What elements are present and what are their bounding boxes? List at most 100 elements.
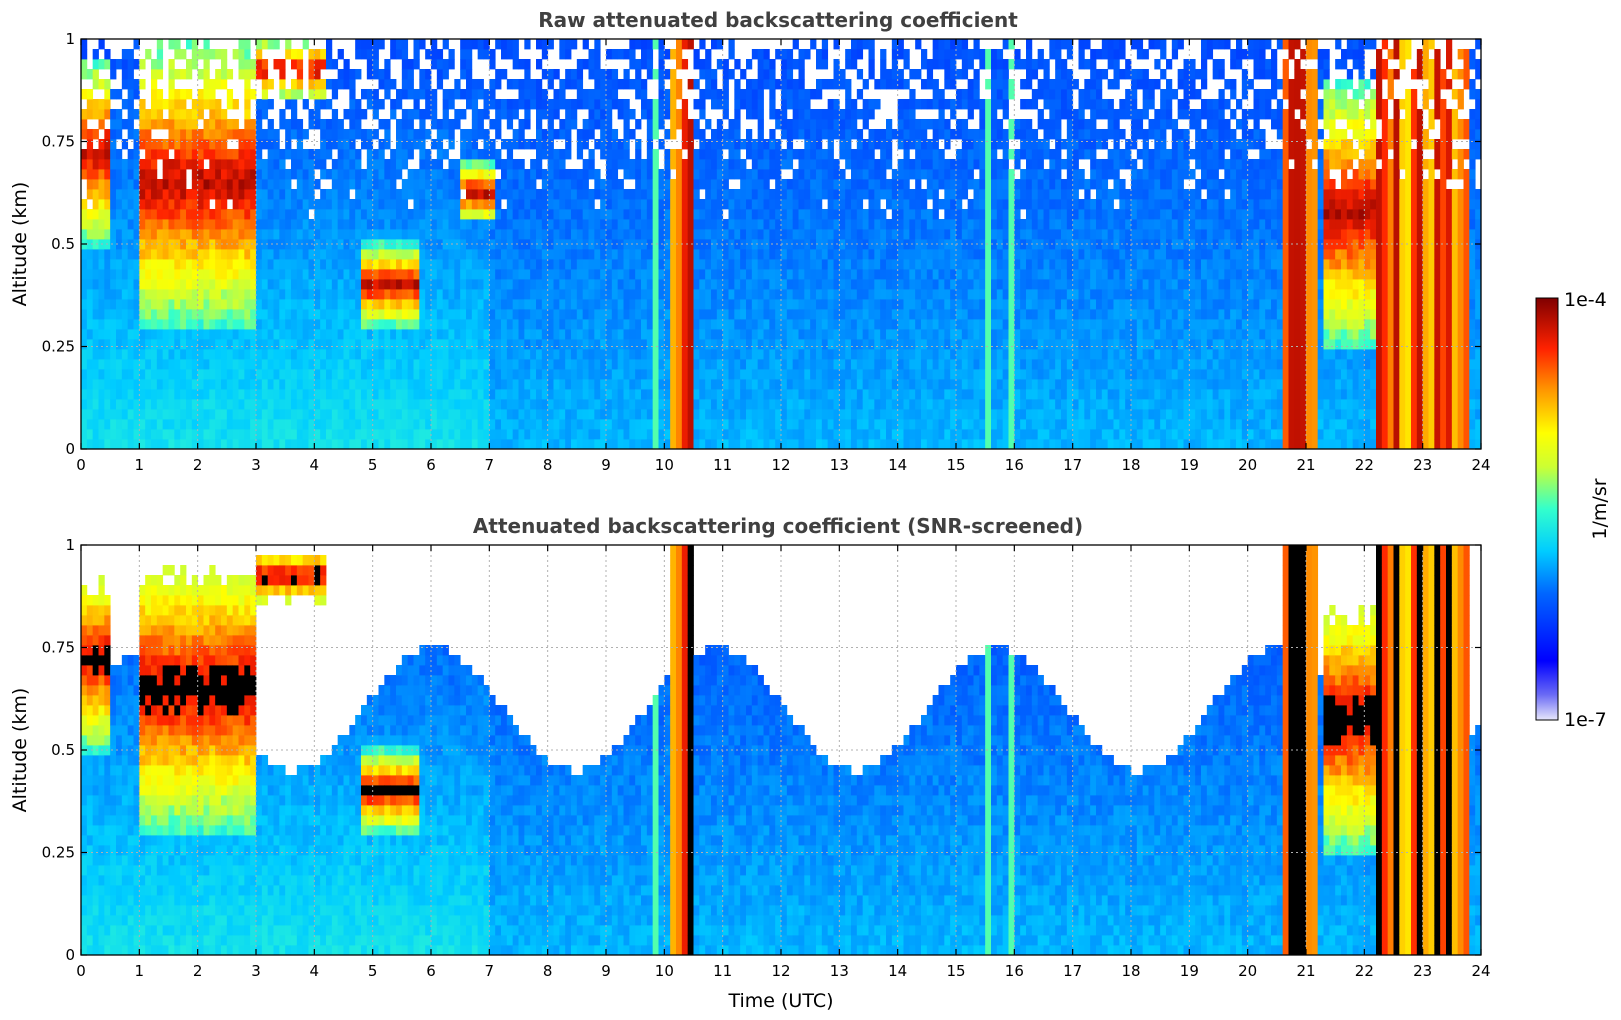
heatmap-cell — [868, 69, 875, 80]
heatmap-cell — [874, 439, 881, 450]
heatmap-cell — [326, 209, 333, 220]
heatmap-cell — [291, 239, 298, 250]
heatmap-cell — [781, 419, 788, 430]
heatmap-cell — [553, 259, 560, 270]
heatmap-cell — [250, 399, 257, 410]
heatmap-cell — [670, 119, 677, 130]
heatmap-cell — [728, 149, 735, 160]
heatmap-cell — [343, 299, 350, 310]
heatmap-cell — [588, 109, 595, 120]
heatmap-cell — [798, 329, 805, 340]
heatmap-cell — [226, 429, 234, 440]
heatmap-cell — [98, 359, 105, 370]
heatmap-cell — [512, 289, 519, 300]
heatmap-cell — [541, 259, 549, 270]
heatmap-cell — [501, 289, 508, 300]
heatmap-cell — [448, 429, 455, 440]
heatmap-cell — [565, 149, 572, 160]
heatmap-cell — [238, 229, 245, 240]
heatmap-cell — [606, 399, 613, 410]
heatmap-cell — [116, 109, 123, 120]
heatmap-cell — [413, 189, 420, 200]
heatmap-cell — [92, 149, 99, 160]
heatmap-cell — [133, 349, 140, 360]
heatmap-cell — [121, 189, 129, 200]
heatmap-cell — [693, 59, 700, 70]
heatmap-cell — [343, 209, 350, 220]
heatmap-cell — [98, 149, 105, 160]
heatmap-cell — [658, 69, 665, 80]
heatmap-cell — [676, 339, 683, 350]
heatmap-cell — [355, 419, 362, 430]
heatmap-cell — [722, 309, 729, 320]
heatmap-cell — [629, 439, 636, 450]
heatmap-cell — [489, 369, 496, 380]
heatmap-cell — [156, 109, 164, 120]
heatmap-cell — [285, 99, 292, 110]
heatmap-cell — [355, 39, 362, 50]
heatmap-cell — [804, 399, 811, 410]
heatmap-cell — [652, 349, 659, 360]
heatmap-cell — [512, 429, 519, 440]
heatmap-cell — [594, 329, 601, 340]
heatmap-cell — [786, 309, 794, 320]
heatmap-cell — [775, 149, 782, 160]
heatmap-cell — [92, 399, 99, 410]
heatmap-cell — [588, 259, 595, 270]
heatmap-cell — [308, 399, 315, 410]
heatmap-cell — [86, 229, 94, 240]
heatmap-cell — [460, 439, 467, 450]
heatmap-cell — [804, 349, 811, 360]
heatmap-cell — [687, 169, 694, 180]
heatmap-cell — [186, 359, 193, 370]
heatmap-cell — [197, 299, 204, 310]
heatmap-cell — [279, 159, 286, 170]
heatmap-cell — [512, 379, 519, 390]
heatmap-cell — [98, 189, 105, 200]
heatmap-cell — [705, 189, 712, 200]
heatmap-cell — [646, 309, 654, 320]
heatmap-cell — [384, 69, 391, 80]
heatmap-cell — [816, 169, 823, 180]
heatmap-cell — [611, 179, 619, 190]
heatmap-cell — [816, 349, 823, 360]
heatmap-cell — [856, 89, 864, 100]
heatmap-cell — [786, 369, 794, 380]
heatmap-cell — [559, 339, 566, 350]
heatmap-cell — [506, 169, 514, 180]
heatmap-cell — [833, 79, 840, 90]
heatmap-cell — [641, 369, 648, 380]
heatmap-cell — [273, 189, 280, 200]
heatmap-cell — [810, 89, 817, 100]
heatmap-cell — [821, 309, 829, 320]
heatmap-cell — [121, 159, 129, 170]
heatmap-cell — [471, 129, 479, 140]
heatmap-cell — [606, 179, 613, 190]
heatmap-cell — [518, 259, 525, 270]
heatmap-cell — [664, 329, 671, 340]
heatmap-cell — [302, 129, 309, 140]
heatmap-cell — [174, 39, 181, 50]
heatmap-cell — [337, 219, 344, 230]
heatmap-cell — [489, 169, 496, 180]
heatmap-cell — [781, 49, 788, 60]
heatmap-cell — [769, 169, 776, 180]
heatmap-cell — [174, 309, 181, 320]
heatmap-cell — [845, 129, 852, 140]
heatmap-cell — [810, 409, 817, 420]
heatmap-cell — [296, 389, 304, 400]
heatmap-cell — [372, 359, 379, 370]
heatmap-cell — [401, 259, 409, 270]
heatmap-cell — [337, 419, 344, 430]
heatmap-cell — [576, 379, 584, 390]
heatmap-cell — [267, 439, 274, 450]
heatmap-cell — [471, 269, 479, 280]
heatmap-cell — [104, 49, 111, 60]
heatmap-cell — [104, 99, 111, 110]
heatmap-cell — [676, 119, 683, 130]
heatmap-cell — [361, 269, 368, 280]
heatmap-cell — [798, 439, 805, 450]
heatmap-cell — [746, 279, 753, 290]
heatmap-cell — [711, 319, 718, 330]
heatmap-cell — [413, 99, 420, 110]
